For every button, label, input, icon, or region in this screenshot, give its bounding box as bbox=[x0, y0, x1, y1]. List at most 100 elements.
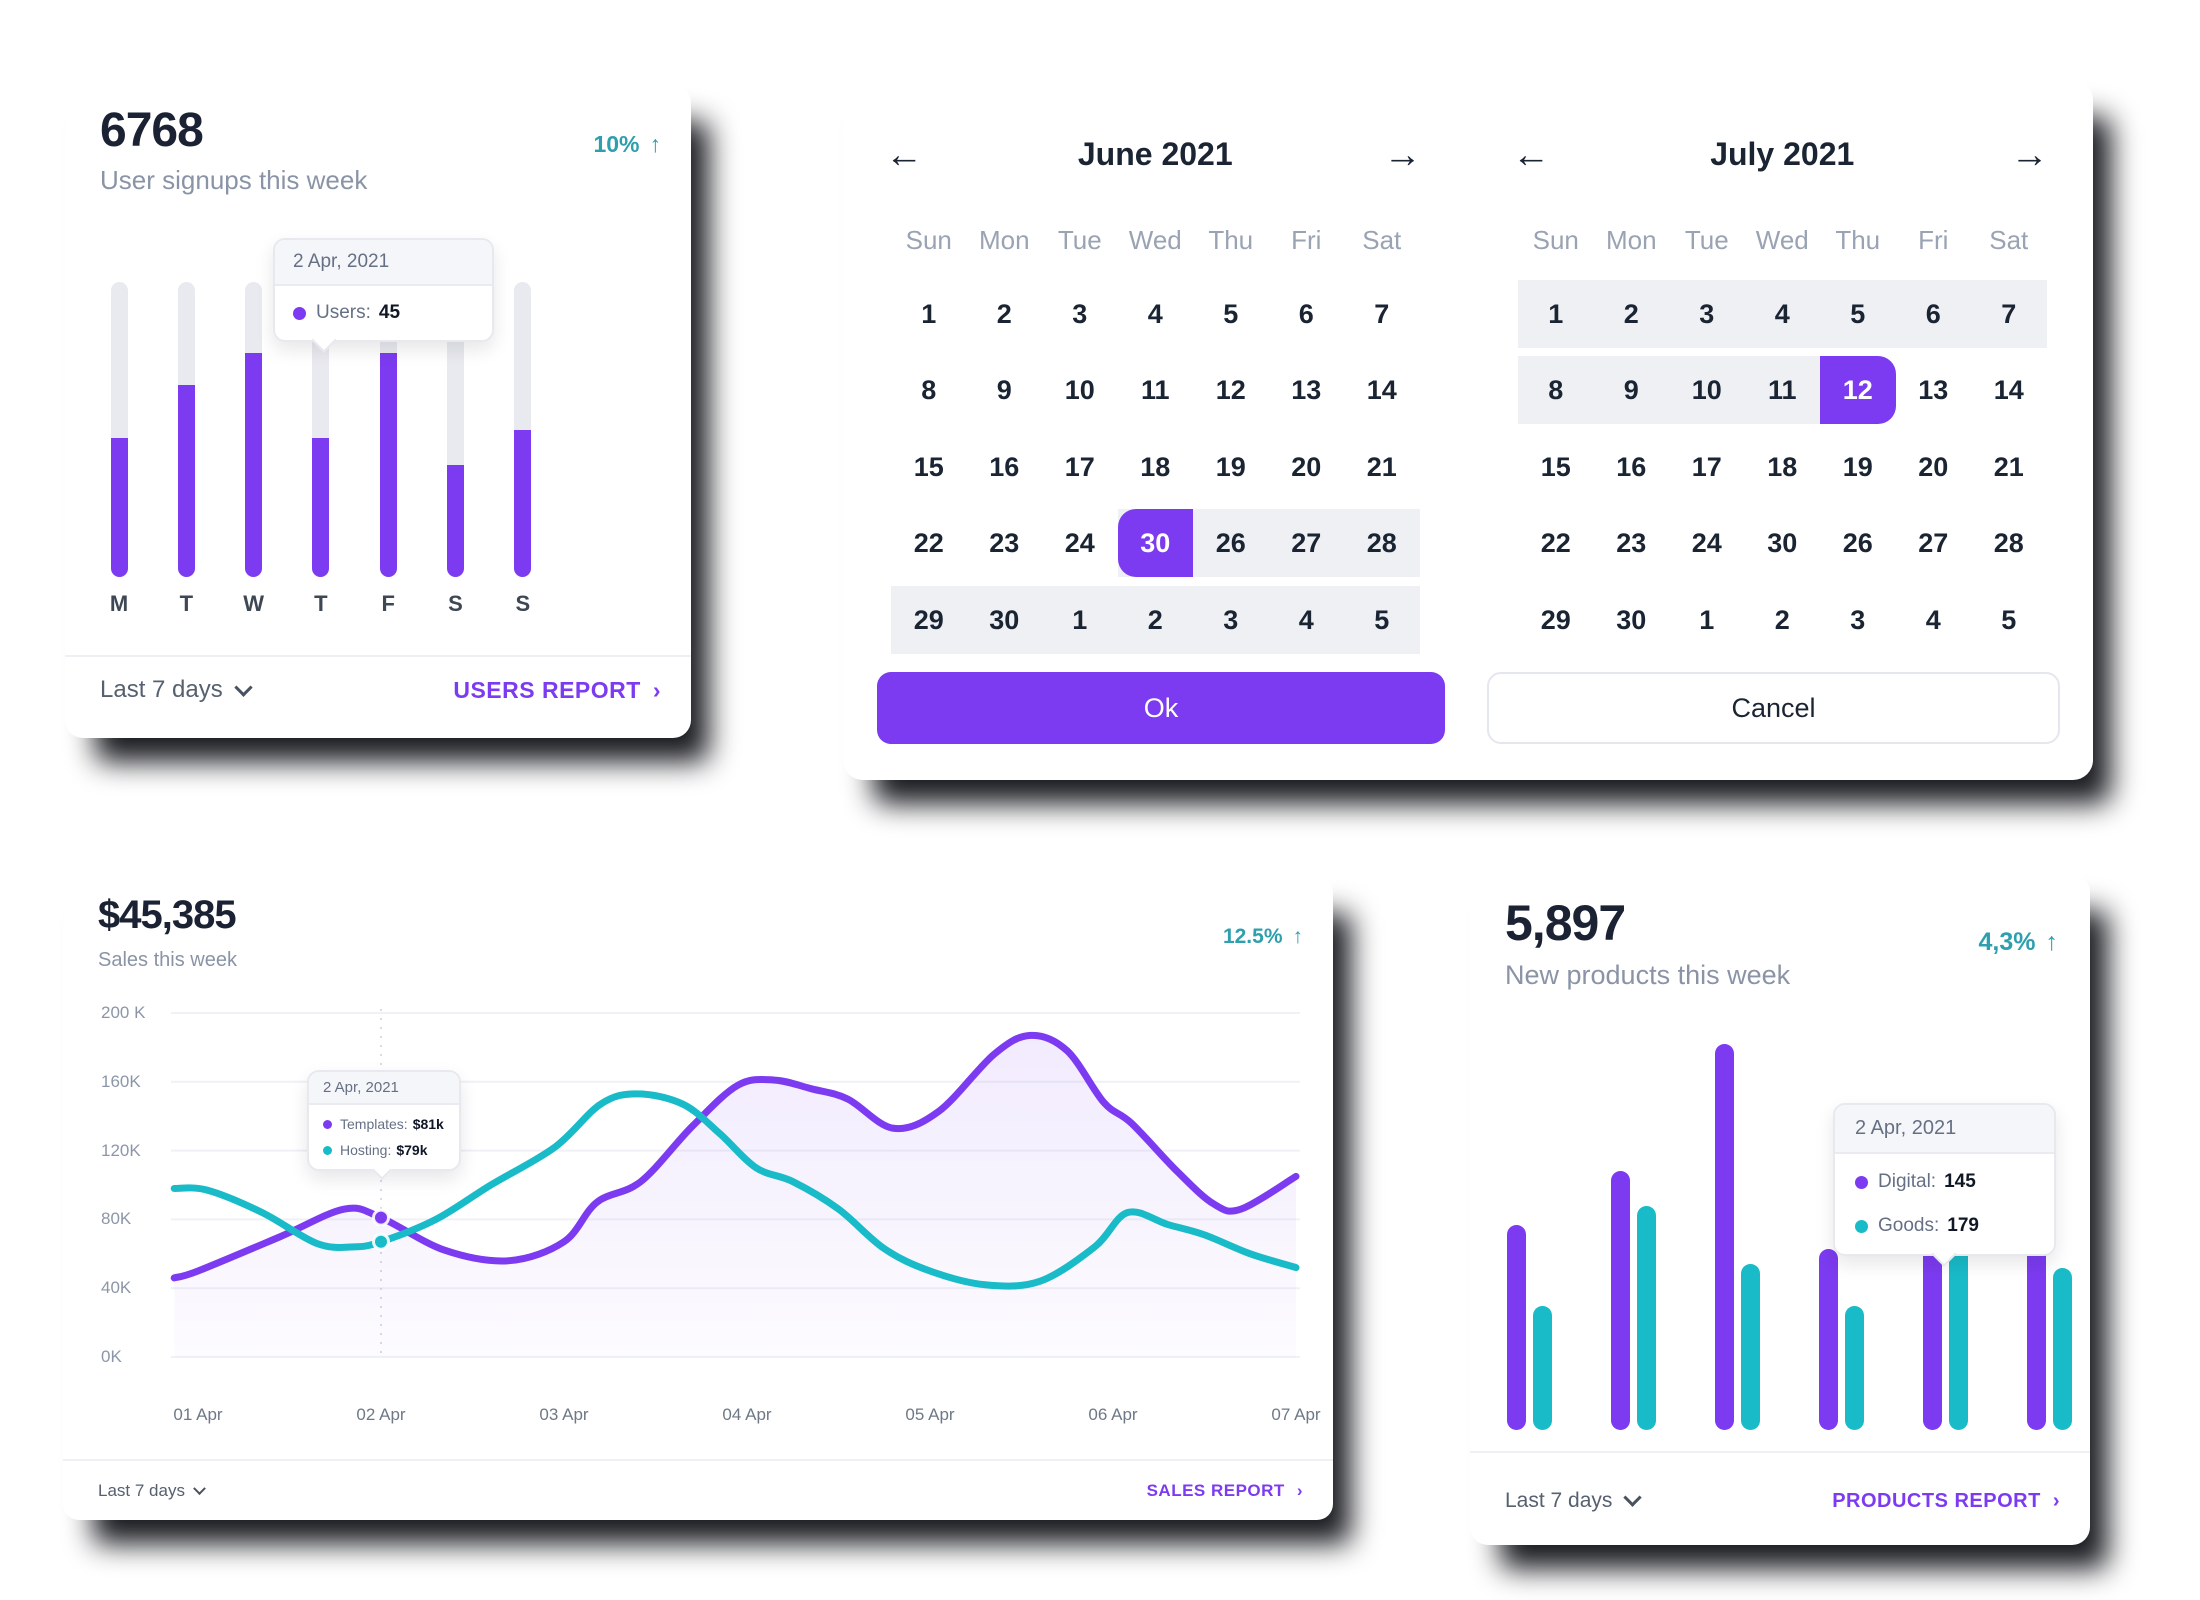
calendar-day[interactable]: 20 bbox=[1918, 451, 1949, 482]
products-report-link[interactable]: PRODUCTS REPORT › bbox=[1832, 1490, 2060, 1513]
goods-bar[interactable] bbox=[1741, 1264, 1760, 1430]
calendar-day[interactable]: 24 bbox=[1691, 528, 1722, 559]
calendar-day[interactable]: 15 bbox=[913, 451, 944, 482]
calendar-day[interactable]: 28 bbox=[1993, 528, 2024, 559]
calendar-day[interactable]: 5 bbox=[1374, 604, 1390, 635]
calendar-day[interactable]: 29 bbox=[913, 604, 944, 635]
ok-button[interactable]: Ok bbox=[877, 672, 1445, 744]
calendar-day[interactable]: 24 bbox=[1064, 528, 1095, 559]
calendar-day[interactable]: 4 bbox=[1925, 604, 1941, 635]
calendar-day[interactable]: 10 bbox=[1064, 375, 1095, 406]
calendar-day[interactable]: 1 bbox=[1548, 299, 1564, 329]
calendar-day[interactable]: 21 bbox=[1366, 451, 1397, 482]
calendar-day[interactable]: 3 bbox=[1850, 604, 1866, 635]
cancel-button[interactable]: Cancel bbox=[1487, 672, 2060, 744]
calendar-day[interactable]: 2 bbox=[1623, 299, 1639, 329]
calendar-day[interactable]: 3 bbox=[1223, 604, 1239, 635]
calendar-day[interactable]: 17 bbox=[1691, 451, 1722, 482]
calendar-day[interactable]: 30 bbox=[1140, 528, 1171, 559]
next-month-arrow-icon[interactable]: → bbox=[2010, 134, 2049, 176]
goods-bar[interactable] bbox=[1845, 1306, 1864, 1430]
calendar-day[interactable]: 2 bbox=[1774, 604, 1790, 635]
calendar-day[interactable]: 4 bbox=[1774, 299, 1790, 329]
calendar-day[interactable]: 27 bbox=[1918, 528, 1949, 559]
calendar-day[interactable]: 18 bbox=[1767, 451, 1798, 482]
calendar-day[interactable]: 19 bbox=[1215, 451, 1246, 482]
calendar-day[interactable]: 16 bbox=[1616, 451, 1647, 482]
calendar-day[interactable]: 22 bbox=[913, 528, 944, 559]
calendar-day[interactable]: 22 bbox=[1540, 528, 1571, 559]
calendar-day[interactable]: 23 bbox=[1616, 528, 1647, 559]
calendar-day[interactable]: 27 bbox=[1291, 528, 1322, 559]
calendar-day[interactable]: 11 bbox=[1767, 375, 1797, 406]
calendar-day[interactable]: 30 bbox=[989, 604, 1020, 635]
signup-bar[interactable] bbox=[245, 352, 263, 577]
sales-range-dropdown[interactable]: Last 7 days bbox=[98, 1481, 206, 1501]
calendar-day[interactable]: 29 bbox=[1540, 604, 1571, 635]
calendar-day[interactable]: 3 bbox=[1699, 299, 1715, 329]
calendar-day[interactable]: 14 bbox=[1993, 375, 2024, 406]
goods-bar[interactable] bbox=[1533, 1306, 1552, 1430]
calendar-day[interactable]: 7 bbox=[1374, 299, 1390, 329]
calendar-day[interactable]: 21 bbox=[1993, 451, 2024, 482]
signup-bar[interactable] bbox=[110, 438, 128, 577]
products-range-dropdown[interactable]: Last 7 days bbox=[1505, 1488, 1643, 1513]
calendar-day[interactable]: 2 bbox=[1147, 604, 1163, 635]
calendar-day[interactable]: 8 bbox=[1548, 375, 1564, 406]
signup-bar[interactable] bbox=[312, 438, 330, 577]
selected-day-pill[interactable] bbox=[1820, 356, 1896, 425]
signup-bar[interactable] bbox=[447, 464, 464, 577]
calendar-day[interactable]: 2 bbox=[996, 299, 1012, 329]
signup-bar[interactable] bbox=[177, 385, 195, 577]
calendar-day[interactable]: 11 bbox=[1140, 375, 1170, 406]
calendar-day[interactable]: 30 bbox=[1616, 604, 1647, 635]
hosting-line[interactable] bbox=[170, 1090, 1300, 1290]
digital-bar[interactable] bbox=[1611, 1171, 1630, 1430]
calendar-day[interactable]: 9 bbox=[1623, 375, 1639, 406]
calendar-day[interactable]: 26 bbox=[1215, 528, 1246, 559]
calendar-day[interactable]: 18 bbox=[1140, 451, 1171, 482]
calendar-day[interactable]: 30 bbox=[1767, 528, 1798, 559]
prev-month-arrow-icon[interactable]: ← bbox=[885, 134, 923, 176]
calendar-day[interactable]: 1 bbox=[1699, 604, 1715, 635]
calendar-day[interactable]: 14 bbox=[1366, 375, 1397, 406]
sales-report-link[interactable]: SALES REPORT › bbox=[1147, 1481, 1303, 1501]
next-month-arrow-icon[interactable]: → bbox=[1383, 134, 1422, 176]
calendar-day[interactable]: 3 bbox=[1072, 299, 1088, 329]
signup-bar[interactable] bbox=[514, 429, 532, 577]
calendar-day[interactable]: 16 bbox=[989, 451, 1020, 482]
calendar-day[interactable]: 28 bbox=[1366, 528, 1397, 559]
calendar-day[interactable]: 5 bbox=[1223, 299, 1239, 329]
calendar-day[interactable]: 12 bbox=[1215, 375, 1246, 406]
calendar-day[interactable]: 26 bbox=[1842, 528, 1873, 559]
calendar-day[interactable]: 17 bbox=[1064, 451, 1095, 482]
selected-day-pill[interactable] bbox=[1117, 509, 1193, 578]
calendar-day[interactable]: 6 bbox=[1925, 299, 1941, 329]
calendar-day[interactable]: 9 bbox=[996, 375, 1012, 406]
goods-bar[interactable] bbox=[2053, 1267, 2072, 1430]
calendar-day[interactable]: 4 bbox=[1298, 604, 1314, 635]
digital-bar[interactable] bbox=[1715, 1044, 1734, 1430]
calendar-day[interactable]: 19 bbox=[1842, 451, 1873, 482]
goods-bar[interactable] bbox=[1637, 1206, 1656, 1430]
calendar-day[interactable]: 1 bbox=[1072, 604, 1088, 635]
calendar-day[interactable]: 15 bbox=[1540, 451, 1571, 482]
signups-range-dropdown[interactable]: Last 7 days bbox=[100, 676, 253, 704]
calendar-day[interactable]: 7 bbox=[2001, 299, 2017, 329]
calendar-day[interactable]: 6 bbox=[1298, 299, 1314, 329]
calendar-day[interactable]: 13 bbox=[1291, 375, 1322, 406]
prev-month-arrow-icon[interactable]: ← bbox=[1512, 134, 1550, 176]
calendar-day[interactable]: 5 bbox=[1850, 299, 1866, 329]
digital-bar[interactable] bbox=[1819, 1248, 1838, 1430]
digital-bar[interactable] bbox=[1507, 1225, 1526, 1430]
calendar-day[interactable]: 20 bbox=[1291, 451, 1322, 482]
calendar-day[interactable]: 8 bbox=[921, 375, 937, 406]
signup-bar[interactable] bbox=[379, 352, 397, 577]
calendar-day[interactable]: 5 bbox=[2001, 604, 2017, 635]
calendar-day[interactable]: 23 bbox=[989, 528, 1020, 559]
calendar-day[interactable]: 13 bbox=[1918, 375, 1949, 406]
calendar-day[interactable]: 12 bbox=[1842, 375, 1873, 406]
calendar-day[interactable]: 10 bbox=[1691, 375, 1722, 406]
calendar-day[interactable]: 1 bbox=[921, 299, 937, 329]
users-report-link[interactable]: USERS REPORT › bbox=[453, 677, 661, 704]
